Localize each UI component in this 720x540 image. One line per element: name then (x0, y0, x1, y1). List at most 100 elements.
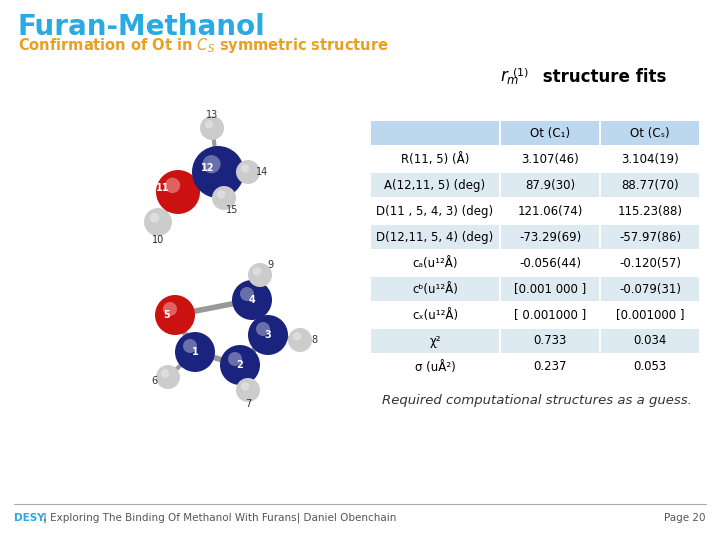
Text: -0.120(57): -0.120(57) (619, 256, 681, 269)
FancyBboxPatch shape (501, 199, 599, 223)
Text: χ²: χ² (429, 334, 441, 348)
Circle shape (240, 164, 249, 173)
Circle shape (217, 190, 225, 199)
FancyBboxPatch shape (601, 329, 699, 353)
FancyBboxPatch shape (371, 121, 499, 145)
Text: [0.001000 ]: [0.001000 ] (616, 308, 684, 321)
Circle shape (144, 208, 172, 236)
Text: 11: 11 (156, 183, 170, 193)
Circle shape (204, 120, 213, 129)
FancyBboxPatch shape (601, 225, 699, 249)
FancyBboxPatch shape (601, 121, 699, 145)
Text: D(11 , 5, 4, 3) (deg): D(11 , 5, 4, 3) (deg) (377, 205, 494, 218)
Text: 7: 7 (245, 399, 251, 409)
FancyBboxPatch shape (371, 277, 499, 301)
Text: 5: 5 (163, 310, 171, 320)
FancyBboxPatch shape (601, 199, 699, 223)
Text: 6: 6 (151, 376, 157, 386)
Circle shape (220, 345, 260, 385)
FancyBboxPatch shape (501, 121, 599, 145)
Circle shape (288, 328, 312, 352)
Circle shape (248, 315, 288, 355)
Circle shape (155, 295, 195, 335)
Text: 0.034: 0.034 (634, 334, 667, 348)
Text: cₐ(u¹²Å): cₐ(u¹²Å) (413, 256, 458, 269)
Circle shape (240, 287, 254, 301)
Text: 0.053: 0.053 (634, 361, 667, 374)
Text: -73.29(69): -73.29(69) (519, 231, 581, 244)
FancyBboxPatch shape (601, 303, 699, 327)
Text: 121.06(74): 121.06(74) (517, 205, 582, 218)
Text: cₓ(u¹²Å): cₓ(u¹²Å) (412, 308, 458, 321)
Text: 4: 4 (248, 295, 256, 305)
Circle shape (232, 280, 272, 320)
FancyBboxPatch shape (501, 277, 599, 301)
Text: 13: 13 (206, 110, 218, 120)
Circle shape (253, 267, 261, 275)
FancyBboxPatch shape (371, 251, 499, 275)
FancyBboxPatch shape (501, 147, 599, 171)
FancyBboxPatch shape (501, 251, 599, 275)
Text: 3.107(46): 3.107(46) (521, 152, 579, 165)
Text: 15: 15 (226, 205, 238, 215)
Text: [0.001 000 ]: [0.001 000 ] (514, 282, 586, 295)
Circle shape (150, 213, 159, 222)
Text: cᵇ(u¹²Å): cᵇ(u¹²Å) (412, 282, 458, 295)
Text: Required computational structures as a guess.: Required computational structures as a g… (382, 394, 692, 407)
FancyBboxPatch shape (601, 277, 699, 301)
Text: Furan-Methanol: Furan-Methanol (18, 13, 266, 41)
Text: DESY.: DESY. (14, 513, 47, 523)
Text: 1: 1 (192, 347, 199, 357)
Text: 115.23(88): 115.23(88) (618, 205, 683, 218)
Circle shape (163, 302, 177, 316)
Circle shape (228, 352, 242, 366)
Text: D(12,11, 5, 4) (deg): D(12,11, 5, 4) (deg) (377, 231, 494, 244)
Text: $r_m$: $r_m$ (500, 68, 519, 86)
FancyBboxPatch shape (371, 303, 499, 327)
Text: 14: 14 (256, 167, 268, 177)
FancyBboxPatch shape (601, 355, 699, 379)
Circle shape (236, 160, 260, 184)
Text: 3.104(19): 3.104(19) (621, 152, 679, 165)
FancyBboxPatch shape (501, 329, 599, 353)
Circle shape (212, 186, 236, 210)
Circle shape (156, 365, 180, 389)
Text: 8: 8 (311, 335, 317, 345)
FancyBboxPatch shape (601, 173, 699, 197)
Text: 9: 9 (267, 260, 273, 270)
FancyBboxPatch shape (371, 329, 499, 353)
FancyBboxPatch shape (601, 147, 699, 171)
Text: -57.97(86): -57.97(86) (619, 231, 681, 244)
Text: Ot (C₁): Ot (C₁) (530, 126, 570, 139)
Text: -0.079(31): -0.079(31) (619, 282, 681, 295)
Text: structure fits: structure fits (537, 68, 667, 86)
FancyBboxPatch shape (501, 225, 599, 249)
Text: $(1)$: $(1)$ (512, 66, 529, 79)
Circle shape (161, 369, 169, 377)
FancyBboxPatch shape (601, 251, 699, 275)
FancyBboxPatch shape (371, 199, 499, 223)
Text: R(11, 5) (Å): R(11, 5) (Å) (401, 152, 469, 165)
Circle shape (165, 178, 180, 193)
Circle shape (248, 263, 272, 287)
FancyBboxPatch shape (501, 173, 599, 197)
Text: 88.77(70): 88.77(70) (621, 179, 679, 192)
Text: -0.056(44): -0.056(44) (519, 256, 581, 269)
Circle shape (156, 170, 200, 214)
Text: 2: 2 (237, 360, 243, 370)
FancyBboxPatch shape (371, 225, 499, 249)
Circle shape (256, 322, 270, 336)
Text: 3: 3 (265, 330, 271, 340)
Circle shape (192, 146, 244, 198)
Text: Confirmation of Ot in $C_S$ symmetric structure: Confirmation of Ot in $C_S$ symmetric st… (18, 36, 389, 55)
Text: [ 0.001000 ]: [ 0.001000 ] (514, 308, 586, 321)
Circle shape (202, 155, 220, 173)
Circle shape (236, 378, 260, 402)
FancyBboxPatch shape (371, 355, 499, 379)
Text: σ (uÅ²): σ (uÅ²) (415, 361, 455, 374)
FancyBboxPatch shape (371, 147, 499, 171)
FancyBboxPatch shape (501, 355, 599, 379)
Text: 0.733: 0.733 (534, 334, 567, 348)
Text: Ot (Cₛ): Ot (Cₛ) (630, 126, 670, 139)
Circle shape (200, 116, 224, 140)
